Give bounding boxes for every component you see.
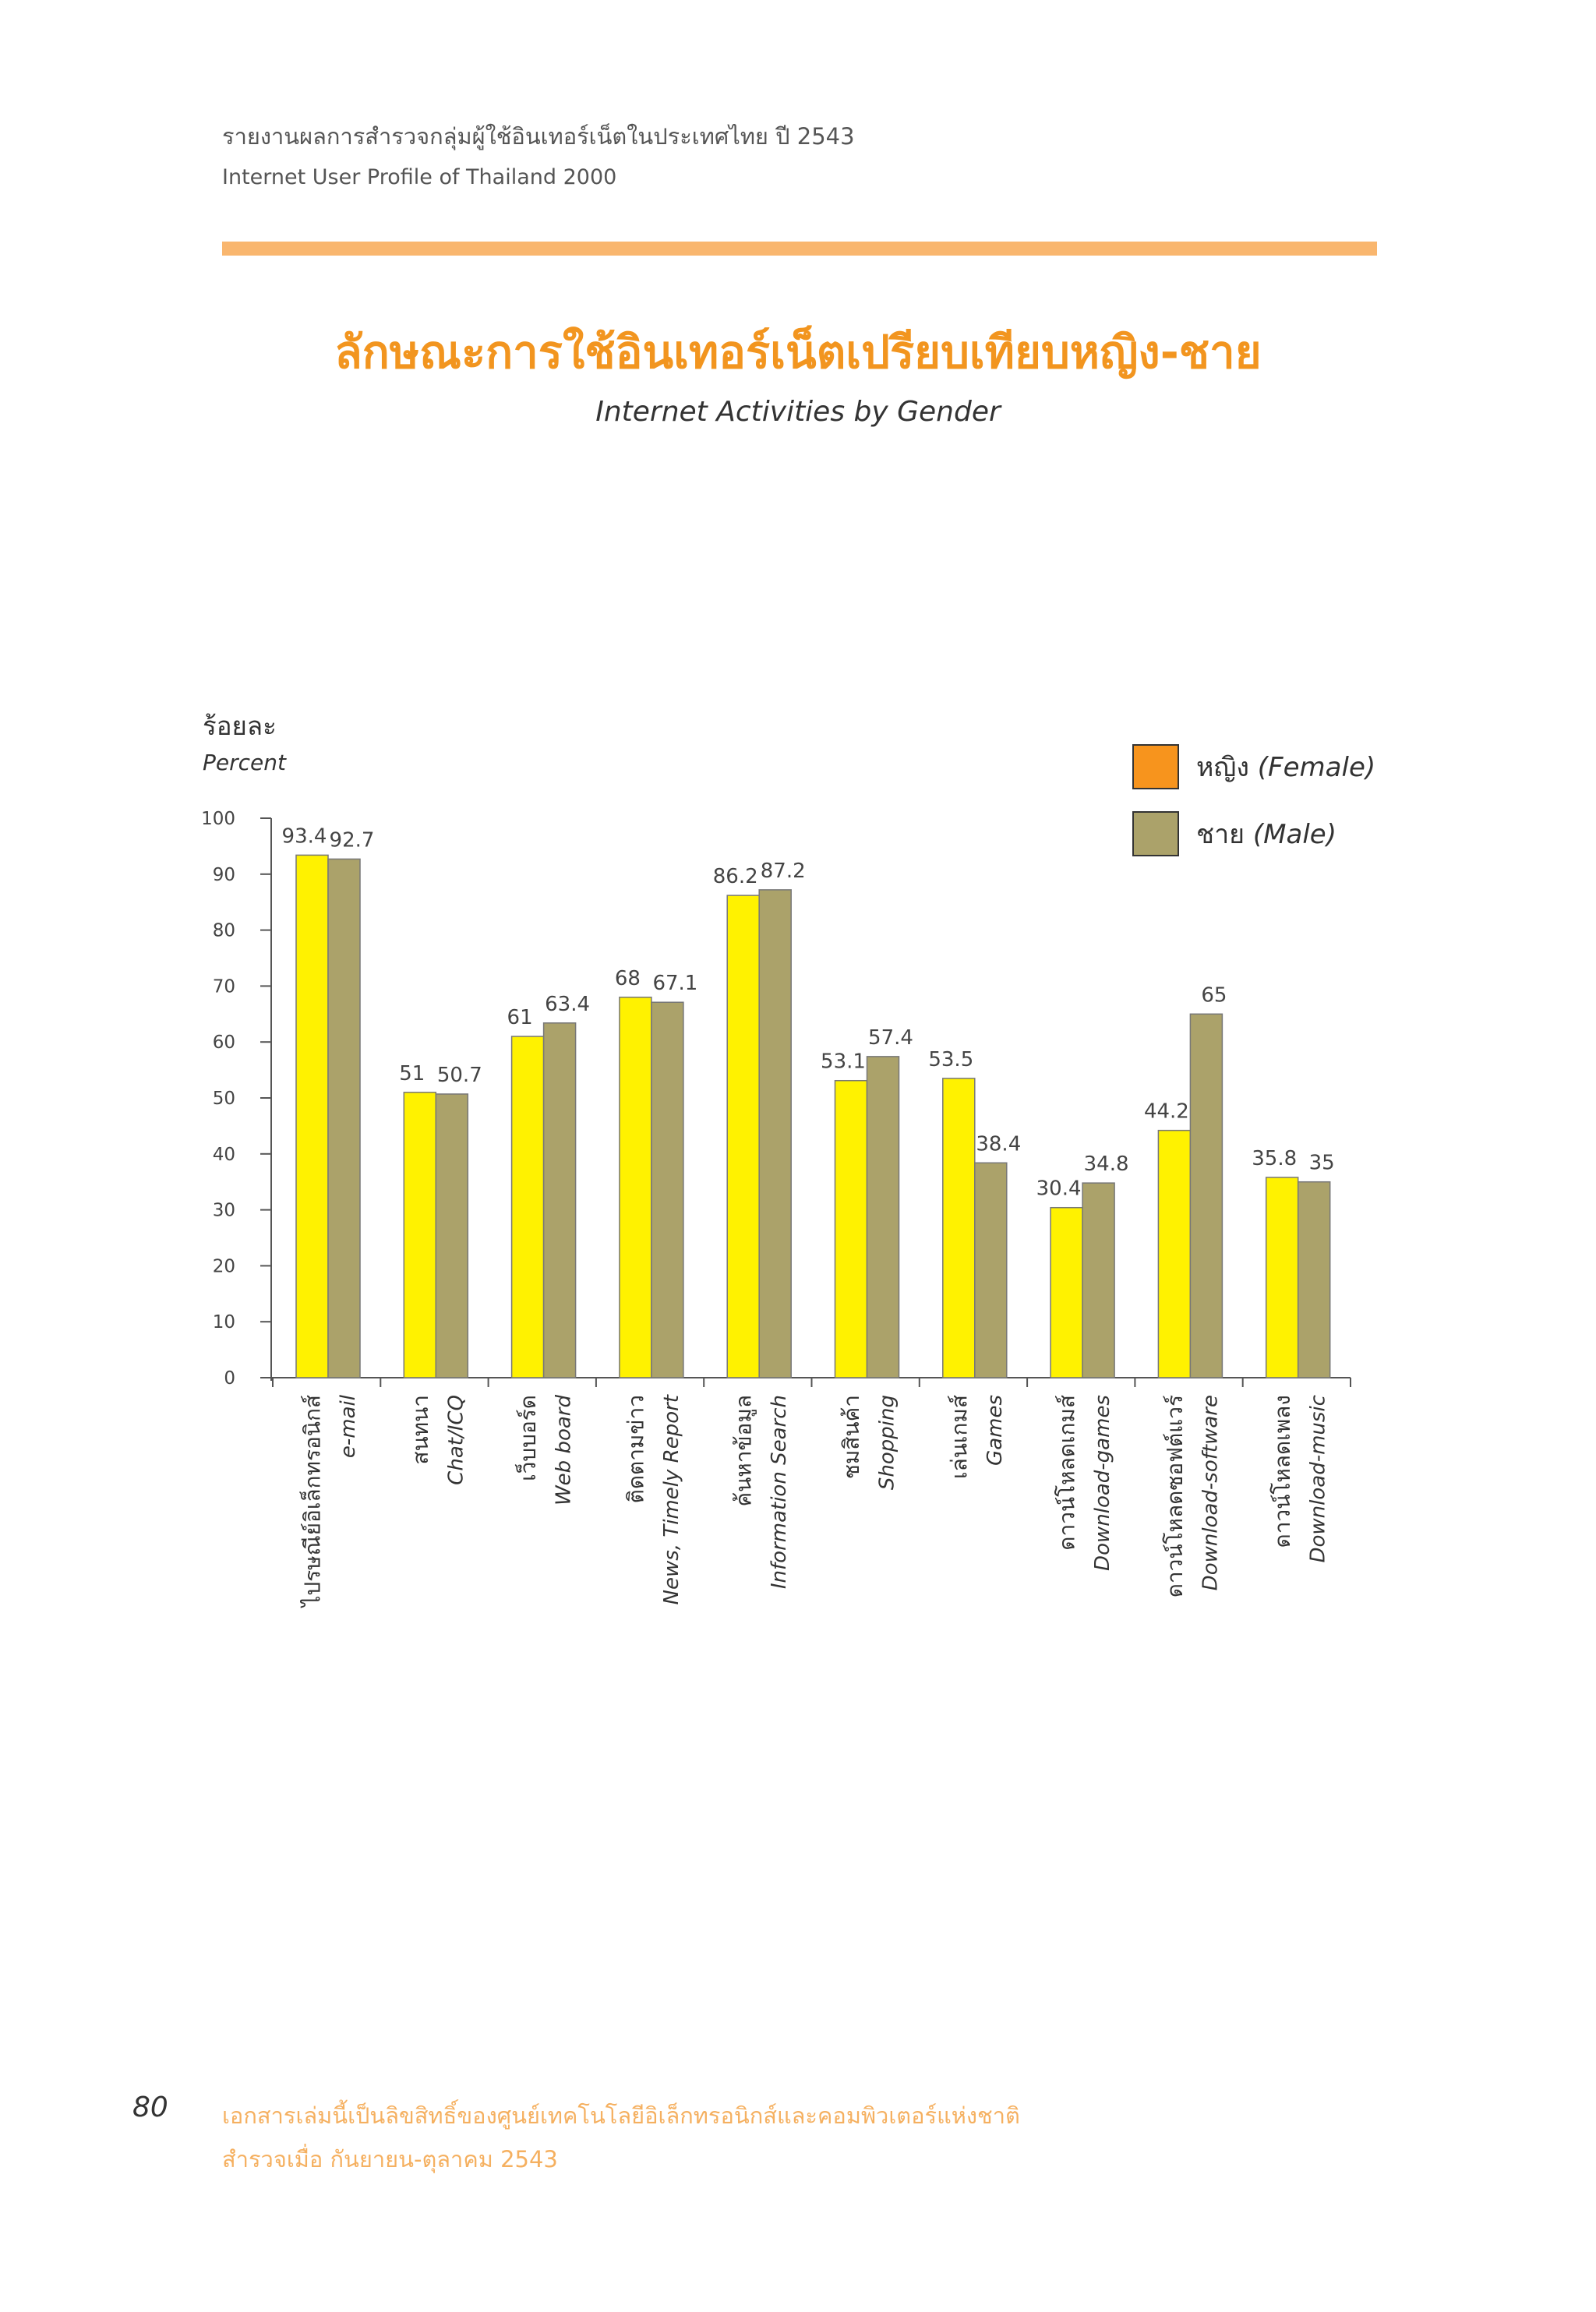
legend-item-male: ชาย (Male) (1132, 811, 1336, 856)
data-label-male: 35 (1309, 1152, 1335, 1175)
x-category-label-en: Download-music (1307, 1395, 1330, 1563)
legend-label-female: หญิง (Female) (1196, 752, 1376, 783)
data-label-female: 51 (399, 1062, 425, 1085)
x-category-label-en: e-mail (337, 1394, 360, 1458)
x-category-label-th: ติดตามข่าว (623, 1395, 648, 1503)
bar-male (542, 1022, 577, 1378)
data-label-female: 35.8 (1252, 1147, 1297, 1170)
x-category-label-en: News, Timely Report (660, 1394, 683, 1604)
header-title-th: รายงานผลการสำรวจกลุ่มผู้ใช้อินเทอร์เน็ตใ… (222, 123, 855, 150)
data-label-female: 86.2 (713, 865, 758, 888)
header-title-en: Internet User Profile of Thailand 2000 (222, 165, 617, 189)
bar-male (1189, 1013, 1223, 1378)
y-tick-label: 0 (224, 1368, 235, 1389)
x-category-label-th: ดาวน์โหลดเพลง (1269, 1395, 1295, 1548)
data-label-female: 53.1 (821, 1050, 866, 1074)
x-category-label-en: Download-software (1199, 1395, 1222, 1590)
x-category-label-en: Information Search (768, 1395, 791, 1589)
data-label-male: 34.8 (1084, 1152, 1129, 1176)
bar-female (1265, 1177, 1299, 1378)
y-tick-label: 70 (213, 976, 235, 997)
y-tick-label: 60 (213, 1032, 235, 1053)
data-label-female: 44.2 (1144, 1100, 1189, 1124)
legend-item-female: หญิง (Female) (1132, 744, 1375, 789)
bar-male (435, 1093, 469, 1378)
bar-chart: 0 10 20 30 40 50 60 70 80 90 100 93.4 92.7 ไปรษณีย์อิ… (201, 809, 1351, 1608)
header-divider-bar (222, 242, 1377, 256)
legend-swatch-male (1132, 811, 1179, 856)
x-category-label-th: ชมสินค้า (839, 1395, 864, 1479)
x-category-label-th: เล่นเกมส์ (946, 1395, 972, 1479)
y-tick-label: 10 (213, 1312, 235, 1332)
bar-female (510, 1036, 545, 1378)
bar-female (403, 1092, 437, 1378)
y-tick-label: 20 (213, 1256, 235, 1276)
data-label-female: 30.4 (1036, 1177, 1082, 1201)
x-category-label-th: ไปรษณีย์อิเล็กทรอนิกส์ (299, 1395, 326, 1608)
legend-label-male: ชาย (Male) (1196, 819, 1336, 850)
data-label-male: 50.7 (437, 1064, 482, 1087)
bar-female (619, 997, 652, 1378)
x-category-label-en: Chat/ICQ (444, 1395, 468, 1485)
bar-male (866, 1056, 900, 1378)
x-category-label-en: Web board (553, 1395, 576, 1506)
data-label-male: 65 (1201, 983, 1227, 1007)
bar-female (726, 895, 760, 1378)
x-category-label-th: ดาวน์โหลดเกมส์ (1054, 1395, 1080, 1551)
bar-male (327, 858, 361, 1378)
data-label-male: 38.4 (976, 1132, 1021, 1156)
page-title-en: Internet Activities by Gender (595, 396, 1001, 428)
bar-male (1297, 1181, 1331, 1378)
x-category-label-th: เว็บบอร์ด (514, 1395, 541, 1481)
x-category-label-th: ดาวน์โหลดซอฟต์แวร์ (1162, 1395, 1188, 1597)
x-category-label-en: Download-games (1091, 1395, 1114, 1571)
data-label-male: 63.4 (545, 993, 590, 1016)
footer-copyright: เอกสารเล่มนี้เป็นลิขสิทธิ์ของศูนย์เทคโนโ… (222, 2102, 1020, 2129)
bar-male (974, 1162, 1008, 1378)
y-axis-label-en: Percent (203, 750, 286, 775)
y-tick-label: 40 (213, 1145, 235, 1165)
bar-male (651, 1001, 684, 1378)
page-title-th: ลักษณะการใช้อินเทอร์เน็ตเปรียบเทียบหญิง-… (334, 326, 1262, 379)
y-tick-label: 90 (213, 865, 235, 885)
bar-male (758, 889, 792, 1378)
y-tick-label: 80 (213, 921, 235, 941)
y-tick-label: 100 (201, 809, 235, 829)
x-category-label-en: Shopping (876, 1395, 899, 1490)
data-label-male: 67.1 (652, 972, 697, 995)
page-number: 80 (132, 2091, 168, 2123)
x-category-label-th: ค้นหาข้อมูล (731, 1395, 757, 1507)
bar-female (1157, 1129, 1192, 1378)
data-label-male: 87.2 (761, 859, 806, 883)
y-axis-label-th: ร้อยละ (203, 711, 277, 741)
data-label-female: 53.5 (928, 1048, 973, 1071)
data-label-female: 93.4 (282, 824, 327, 848)
footer-survey-date: สำรวจเมื่อ กันยายน-ตุลาคม 2543 (222, 2146, 558, 2173)
data-label-female: 61 (507, 1006, 533, 1029)
y-tick-label: 30 (213, 1201, 235, 1221)
y-tick-label: 50 (213, 1089, 235, 1109)
data-label-male: 92.7 (330, 828, 375, 852)
x-category-label-en: Games (983, 1395, 1007, 1466)
bar-female (295, 854, 329, 1378)
bar-female (942, 1078, 976, 1378)
bar-female (834, 1079, 868, 1378)
x-category-label-th: สนทนา (408, 1395, 433, 1465)
legend-swatch-female (1132, 744, 1179, 789)
data-label-male: 57.4 (868, 1026, 913, 1050)
data-label-female: 68 (615, 967, 641, 990)
bar-female (1050, 1206, 1083, 1378)
bar-male (1082, 1182, 1115, 1378)
